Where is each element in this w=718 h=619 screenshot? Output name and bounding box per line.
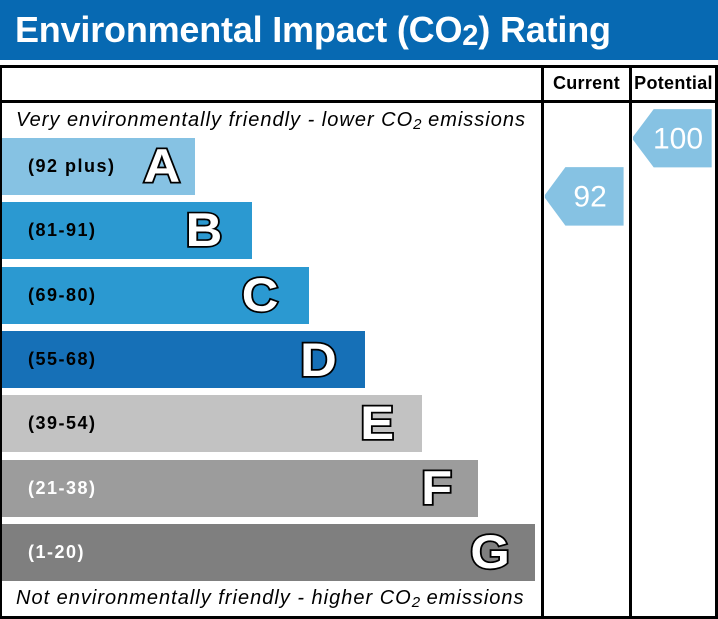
- svg-text:92: 92: [573, 181, 606, 214]
- svg-text:D: D: [300, 335, 337, 387]
- svg-text:C: C: [242, 270, 279, 322]
- svg-text:A: A: [143, 141, 180, 193]
- svg-text:F: F: [421, 463, 452, 515]
- svg-text:G: G: [470, 527, 509, 579]
- svg-text:100: 100: [653, 123, 703, 156]
- svg-text:B: B: [186, 205, 223, 257]
- svg-text:E: E: [360, 398, 394, 450]
